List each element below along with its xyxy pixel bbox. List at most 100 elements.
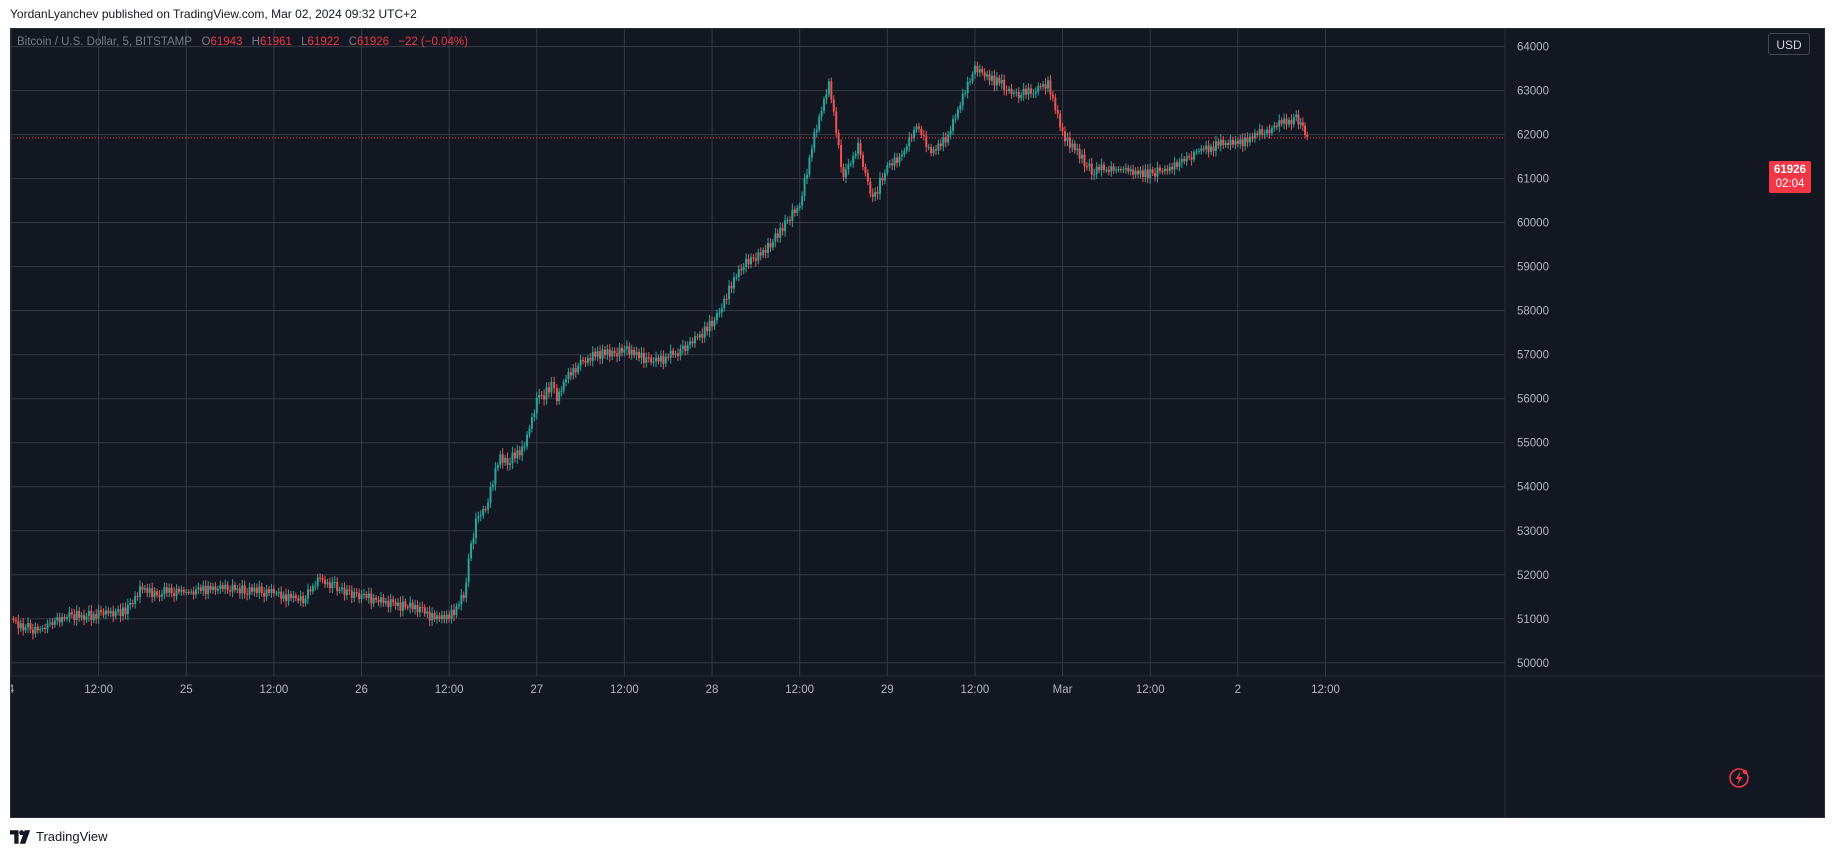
candle	[740, 264, 743, 276]
candle	[784, 214, 787, 237]
price-tick-label: 56000	[1517, 394, 1549, 406]
lightning-icon[interactable]	[1728, 767, 1750, 789]
chart-frame[interactable]: 50000 51000 52000 53000 54000 55000 56000 57000…	[10, 28, 1825, 818]
candle	[511, 446, 514, 470]
candle	[978, 64, 981, 77]
candle	[46, 619, 49, 634]
candle	[813, 127, 816, 153]
candle	[769, 238, 772, 252]
high-value: 61961	[259, 36, 292, 48]
candle	[416, 600, 419, 617]
price-tick-label: 51000	[1517, 614, 1549, 626]
candle	[387, 595, 390, 613]
candle	[650, 354, 653, 366]
candle	[1212, 140, 1215, 157]
candle	[350, 585, 353, 604]
price-axis[interactable]: 50000 51000 52000 53000 54000 55000 56000 57000…	[1504, 29, 1549, 817]
candle	[180, 585, 183, 596]
candle	[1229, 134, 1232, 151]
candle	[672, 347, 675, 358]
candle	[759, 247, 762, 261]
candle	[1061, 122, 1064, 137]
candle	[713, 316, 716, 330]
candle	[922, 130, 925, 141]
candle	[1144, 164, 1147, 183]
time-axis[interactable]: 4 12:00 25 12:00 26 12:00 27 12:00 28 12:00 29 12:0…	[11, 675, 1824, 696]
candle	[440, 610, 443, 624]
candle	[881, 173, 884, 186]
candle	[879, 171, 882, 200]
candle	[1190, 151, 1193, 166]
candle	[545, 382, 548, 405]
candle	[640, 346, 643, 365]
candle	[319, 573, 322, 583]
candle	[518, 445, 521, 460]
candle	[728, 279, 731, 305]
price-tick-label: 58000	[1517, 306, 1549, 318]
candle	[818, 113, 821, 133]
candle	[835, 107, 838, 138]
candle	[684, 341, 687, 356]
footer-brand[interactable]: TradingView	[10, 829, 108, 844]
candle	[63, 614, 66, 622]
candle	[209, 582, 212, 594]
candle	[365, 591, 368, 601]
candle	[908, 131, 911, 152]
candle	[360, 590, 363, 604]
candle	[423, 604, 426, 617]
candle	[849, 160, 852, 167]
candle	[1270, 125, 1273, 136]
candle	[70, 608, 73, 619]
candle	[506, 452, 509, 471]
candle	[489, 481, 492, 508]
candle	[83, 609, 86, 626]
candle	[477, 511, 480, 524]
candle	[75, 605, 78, 627]
candle	[1076, 143, 1079, 156]
candle	[51, 618, 54, 630]
candle	[925, 130, 928, 153]
candle	[414, 599, 417, 615]
candle	[973, 61, 976, 79]
candle	[14, 616, 17, 625]
candle	[341, 583, 344, 594]
candle	[168, 583, 171, 598]
candle	[24, 624, 27, 634]
candle	[725, 293, 728, 305]
candle	[474, 512, 477, 545]
candle	[1100, 158, 1103, 177]
candle	[1217, 138, 1220, 149]
candle	[384, 597, 387, 607]
candle	[268, 585, 271, 597]
candle	[796, 204, 799, 216]
candle	[455, 603, 458, 619]
candle	[567, 368, 570, 384]
candle	[1253, 129, 1256, 143]
candle	[1139, 166, 1142, 179]
candle	[136, 592, 139, 601]
price-tick-label: 60000	[1517, 218, 1549, 230]
candle	[1227, 139, 1230, 149]
currency-button[interactable]: USD	[1768, 33, 1810, 55]
candle	[767, 237, 770, 258]
candle	[158, 589, 161, 602]
candle	[718, 307, 721, 318]
candle	[606, 344, 609, 360]
candle	[952, 114, 955, 135]
price-tick-label: 62000	[1517, 130, 1549, 142]
candle	[810, 144, 813, 162]
candle	[258, 580, 261, 599]
candle	[121, 602, 124, 621]
candle	[664, 353, 667, 368]
candle	[1010, 83, 1013, 99]
price-chart[interactable]: 50000 51000 52000 53000 54000 55000 56000 57000…	[11, 29, 1824, 817]
candle	[48, 618, 51, 628]
candle	[165, 582, 168, 598]
candle	[874, 187, 877, 202]
candle	[1239, 134, 1242, 149]
candle	[58, 612, 61, 627]
candle	[1261, 125, 1264, 139]
candle	[185, 589, 188, 596]
candle	[36, 623, 39, 634]
candle	[732, 272, 735, 294]
